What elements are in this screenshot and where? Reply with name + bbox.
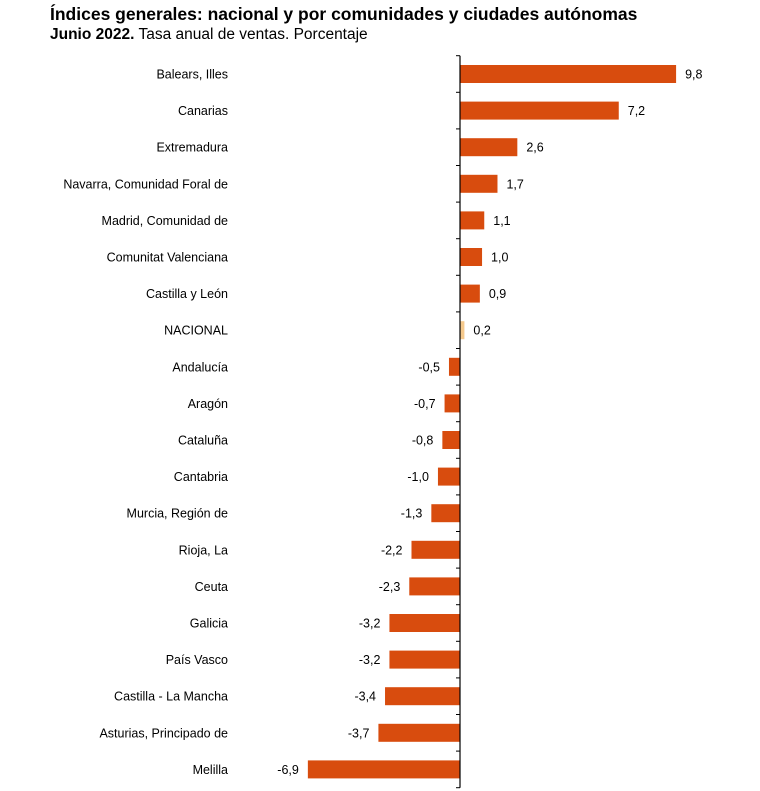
bar [460, 284, 480, 303]
data-label: -3,7 [348, 726, 370, 740]
data-label: -3,2 [359, 617, 381, 631]
data-label: 1,7 [506, 177, 523, 191]
bar [442, 431, 460, 449]
data-label: -3,2 [359, 653, 381, 667]
category-label: Navarra, Comunidad Foral de [63, 177, 228, 191]
bar [307, 760, 460, 779]
category-label: Madrid, Comunidad de [102, 214, 229, 228]
category-label: Castilla - La Mancha [114, 690, 228, 704]
data-label: -2,2 [381, 543, 403, 557]
bar [460, 174, 498, 193]
bar [460, 65, 677, 83]
category-label: Cataluña [178, 434, 228, 448]
category-label: Rioja, La [179, 543, 228, 557]
data-label: 9,8 [685, 68, 702, 82]
data-label: -0,7 [414, 397, 436, 411]
bar [411, 540, 460, 559]
chart-title: Índices generales: nacional y por comuni… [50, 4, 638, 24]
category-label: Canarias [178, 104, 228, 118]
data-label: -1,0 [407, 470, 429, 484]
category-label: Cantabria [174, 470, 228, 484]
subtitle-date: Junio 2022. [50, 26, 135, 43]
category-label: Extremadura [156, 141, 228, 155]
chart-subtitle: Junio 2022. Tasa anual de ventas. Porcen… [50, 26, 368, 44]
bar [389, 650, 460, 669]
data-label: -0,8 [412, 434, 434, 448]
category-label: Aragón [188, 397, 228, 411]
data-label: -2,3 [379, 580, 401, 594]
subtitle-text: Tasa anual de ventas. Porcentaje [138, 26, 368, 43]
category-label: Melilla [193, 763, 228, 777]
category-label: Comunitat Valenciana [107, 251, 228, 265]
category-label: País Vasco [166, 653, 228, 667]
bar [378, 723, 460, 742]
data-label: 7,2 [628, 104, 645, 118]
data-label: 0,9 [489, 287, 506, 301]
category-label: Andalucía [172, 360, 228, 374]
data-label: -6,9 [277, 763, 299, 777]
data-label: 2,6 [526, 141, 543, 155]
bar [460, 248, 483, 266]
bar [448, 357, 460, 376]
category-label: Castilla y León [146, 287, 228, 301]
bar [431, 504, 460, 523]
data-label: 1,0 [491, 251, 508, 265]
bar [385, 687, 460, 706]
data-label: -1,3 [401, 507, 423, 521]
bar [409, 577, 460, 596]
category-label: Galicia [190, 617, 228, 631]
category-label: Asturias, Principado de [99, 726, 228, 740]
bar [460, 211, 485, 230]
bar [389, 614, 460, 632]
bar [437, 467, 460, 486]
category-label: Ceuta [195, 580, 228, 594]
category-label: Murcia, Región de [127, 507, 228, 521]
category-label: NACIONAL [164, 324, 228, 338]
bar [460, 138, 518, 157]
bar [460, 101, 619, 120]
data-label: -0,5 [418, 360, 440, 374]
category-label: Balears, Illes [156, 68, 228, 82]
bar [460, 321, 465, 340]
data-label: -3,4 [354, 690, 376, 704]
bar [444, 394, 460, 413]
data-label: 0,2 [473, 324, 490, 338]
data-label: 1,1 [493, 214, 510, 228]
